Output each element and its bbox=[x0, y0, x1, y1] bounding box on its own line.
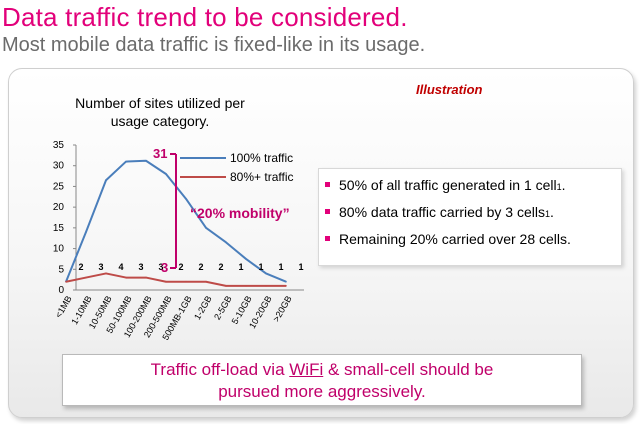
data-label: 1 bbox=[298, 262, 303, 272]
data-label: 3 bbox=[98, 262, 103, 272]
annotation-bottom-value: 3 bbox=[161, 260, 168, 275]
data-label: 2 bbox=[178, 262, 183, 272]
y-tick-label: 35 bbox=[53, 140, 65, 151]
page-subtitle: Most mobile data traffic is fixed-like i… bbox=[2, 34, 426, 56]
y-tick-label: 10 bbox=[53, 244, 65, 255]
data-label: 3 bbox=[138, 262, 143, 272]
data-point bbox=[85, 231, 87, 233]
data-point bbox=[125, 160, 127, 163]
y-tick-label: 30 bbox=[53, 161, 65, 172]
data-point bbox=[225, 285, 227, 287]
bullet-item: 80% data traffic carried by 3 cells 1. bbox=[325, 204, 617, 220]
y-tick-label: 5 bbox=[58, 264, 64, 275]
data-point bbox=[185, 280, 187, 283]
x-tick-label: >20GB bbox=[271, 294, 294, 323]
data-labels: 2 3 4 3 3 2 2 2 1 1 1 1 bbox=[78, 262, 303, 272]
data-point bbox=[145, 276, 147, 279]
data-point bbox=[125, 276, 127, 279]
data-point bbox=[165, 280, 167, 283]
bullet-text: 80% data traffic carried by 3 cells bbox=[339, 204, 545, 220]
chart-legend: 100% traffic 80%+ traffic bbox=[180, 151, 293, 184]
data-point bbox=[85, 276, 87, 279]
data-point bbox=[285, 280, 287, 283]
bullet-square-icon bbox=[325, 209, 330, 214]
data-label: 3 bbox=[158, 262, 163, 272]
data-point bbox=[285, 285, 287, 287]
callout-text-tail: & small-cell should be bbox=[323, 360, 494, 379]
chart-title: Number of sites utilized per usage categ… bbox=[75, 95, 245, 129]
callout-line-1: Traffic off-load via WiFi & small-cell s… bbox=[63, 359, 581, 381]
data-label: 1 bbox=[238, 262, 243, 272]
x-tick-label: 1-2GB bbox=[192, 294, 214, 322]
data-label: 2 bbox=[218, 262, 223, 272]
bullet-square-icon bbox=[325, 182, 330, 187]
mobility-annotation: 31 3 “20% mobility” bbox=[153, 146, 290, 275]
bullet-square-icon bbox=[325, 236, 330, 241]
page-title: Data traffic trend to be considered. bbox=[2, 2, 408, 32]
key-facts-box: 50% of all traffic generated in 1 cell 1.… bbox=[318, 168, 622, 266]
illustration-label: Illustration bbox=[416, 82, 483, 97]
data-point bbox=[225, 241, 227, 244]
y-tick-label: 0 bbox=[58, 285, 64, 296]
data-point bbox=[205, 280, 207, 283]
y-tick-label: 20 bbox=[53, 202, 65, 213]
data-point bbox=[205, 227, 207, 229]
data-label: 2 bbox=[198, 262, 203, 272]
bullet-tail: . bbox=[561, 177, 566, 193]
wifi-text: WiFi bbox=[289, 360, 324, 379]
data-point bbox=[245, 285, 247, 287]
data-label: 1 bbox=[258, 262, 263, 272]
y-tick-label: 15 bbox=[53, 223, 65, 234]
data-point bbox=[105, 272, 107, 275]
data-label: 4 bbox=[118, 262, 123, 272]
annotation-top-value: 31 bbox=[153, 146, 167, 161]
data-label: 1 bbox=[278, 262, 283, 272]
legend-label-80: 80%+ traffic bbox=[230, 170, 293, 184]
bullet-item: 50% of all traffic generated in 1 cell 1. bbox=[325, 177, 617, 193]
bullet-text: 50% of all traffic generated in 1 cell bbox=[339, 177, 557, 193]
data-point bbox=[65, 280, 67, 283]
data-point bbox=[105, 179, 107, 182]
bullet-item: Remaining 20% carried over 28 cells. bbox=[325, 231, 617, 247]
footnote-ref: 1 bbox=[556, 182, 562, 192]
callout-line-2: pursued more aggressively. bbox=[218, 382, 426, 401]
data-point bbox=[145, 159, 147, 162]
callout-box: Traffic off-load via WiFi & small-cell s… bbox=[62, 354, 582, 406]
data-point bbox=[265, 285, 267, 287]
data-point bbox=[265, 272, 267, 275]
legend-label-100: 100% traffic bbox=[230, 151, 293, 165]
series-line-80-traffic bbox=[65, 272, 286, 287]
data-point bbox=[245, 258, 247, 260]
bullet-text: Remaining 20% carried over 28 cells. bbox=[339, 231, 571, 247]
data-point bbox=[165, 173, 167, 175]
mobility-label: “20% mobility” bbox=[190, 205, 290, 221]
data-point bbox=[185, 198, 187, 200]
data-label: 2 bbox=[78, 262, 83, 272]
bullet-tail: . bbox=[549, 204, 554, 220]
callout-text: Traffic off-load via bbox=[150, 360, 290, 379]
y-tick-label: 25 bbox=[53, 181, 65, 192]
footnote-ref: 1 bbox=[544, 209, 550, 219]
x-tick-label: <1MB bbox=[53, 294, 74, 320]
